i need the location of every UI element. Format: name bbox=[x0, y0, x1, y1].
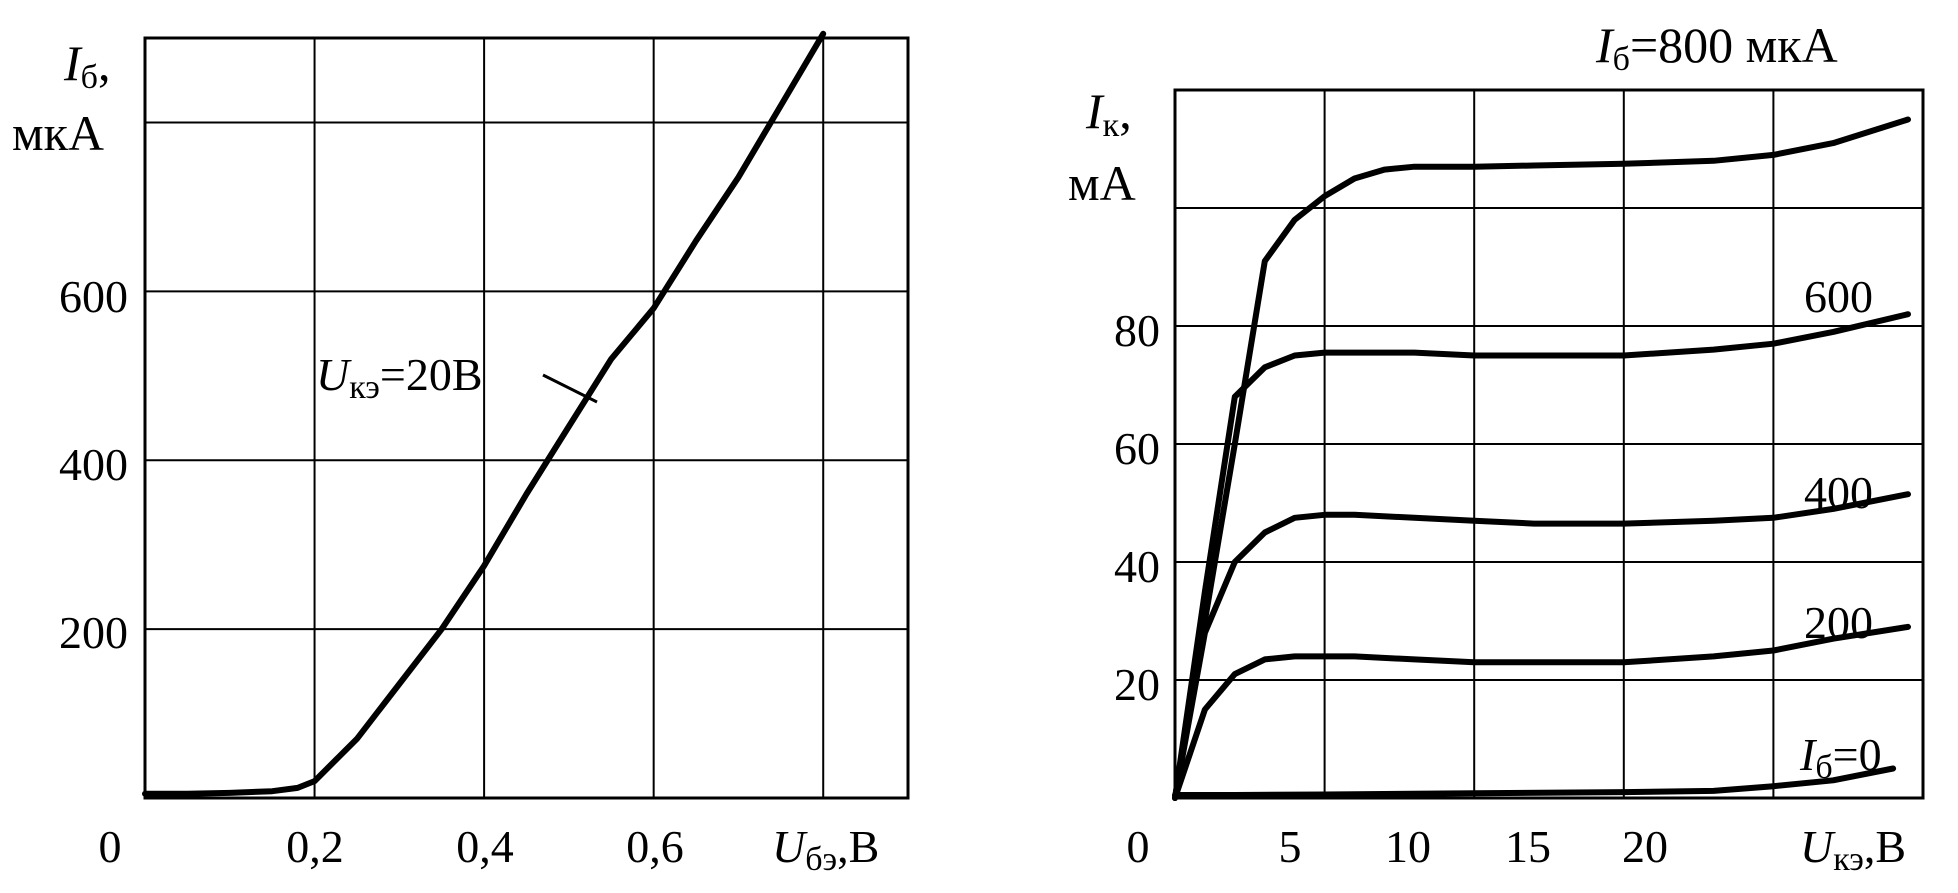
right-y-tick-label-80: 80 bbox=[1114, 305, 1160, 356]
right-zero-label: Iб=0 bbox=[1799, 729, 1882, 786]
left-curve-leader bbox=[542, 373, 598, 404]
right-series bbox=[1172, 116, 1911, 801]
left-x-tick-label-0-6: 0,6 bbox=[626, 821, 684, 872]
right-plot-frame bbox=[1173, 88, 1925, 800]
right-y-axis-label: Iк, bbox=[1085, 83, 1132, 144]
right-curve-label-200: 200 bbox=[1804, 597, 1873, 648]
right-x-tick-label-20: 20 bbox=[1622, 821, 1668, 872]
right-curve-label-400: 400 bbox=[1804, 467, 1873, 518]
left-y-tick-label-600: 600 bbox=[59, 271, 128, 322]
right-x-axis-label: Uкэ,В bbox=[1800, 821, 1906, 878]
right-y-tick-label-60: 60 bbox=[1114, 423, 1160, 474]
left-series bbox=[142, 30, 827, 797]
right-origin-label: 0 bbox=[1127, 821, 1150, 872]
right-series-line-2 bbox=[1172, 491, 1911, 801]
right-x-tick-label-10: 10 bbox=[1385, 821, 1431, 872]
right-grid bbox=[1175, 90, 1923, 798]
right-y-tick-label-20: 20 bbox=[1114, 659, 1160, 710]
right-x-tick-label-15: 15 bbox=[1505, 821, 1551, 872]
left-origin-label: 0 bbox=[99, 821, 122, 872]
left-curve-label: Uкэ=20В bbox=[316, 349, 483, 406]
left-y-axis-label: Iб, bbox=[63, 35, 110, 96]
left-plot-frame bbox=[143, 36, 910, 800]
right-series-line-3 bbox=[1172, 623, 1911, 801]
right-x-tick-label-5: 5 bbox=[1279, 821, 1302, 872]
left-x-tick-label-0-2: 0,2 bbox=[286, 821, 344, 872]
left-y-axis-unit: мкА bbox=[12, 105, 104, 161]
right-series-line-4 bbox=[1172, 765, 1897, 798]
right-series-line-1 bbox=[1172, 311, 1911, 801]
chart-right: Iб=800 мкА Iк, мА 20 40 60 80 0 5 10 15 … bbox=[1068, 17, 1925, 878]
left-y-tick-label-400: 400 bbox=[59, 439, 128, 490]
left-x-axis-label: Uбэ,В bbox=[772, 821, 879, 878]
left-x-tick-label-0-4: 0,4 bbox=[456, 821, 514, 872]
right-curve-label-600: 600 bbox=[1804, 271, 1873, 322]
chart-left: Iб, мкА 200 400 600 0 0,2 0,4 0,6 Uбэ,В … bbox=[12, 30, 910, 878]
right-top-label: Iб=800 мкА bbox=[1595, 17, 1838, 78]
left-grid bbox=[145, 38, 908, 798]
right-y-axis-unit: мА bbox=[1068, 155, 1136, 211]
left-y-tick-label-200: 200 bbox=[59, 607, 128, 658]
right-y-tick-label-40: 40 bbox=[1114, 541, 1160, 592]
right-series-line-0 bbox=[1172, 116, 1911, 801]
left-series-line-0 bbox=[142, 30, 827, 797]
